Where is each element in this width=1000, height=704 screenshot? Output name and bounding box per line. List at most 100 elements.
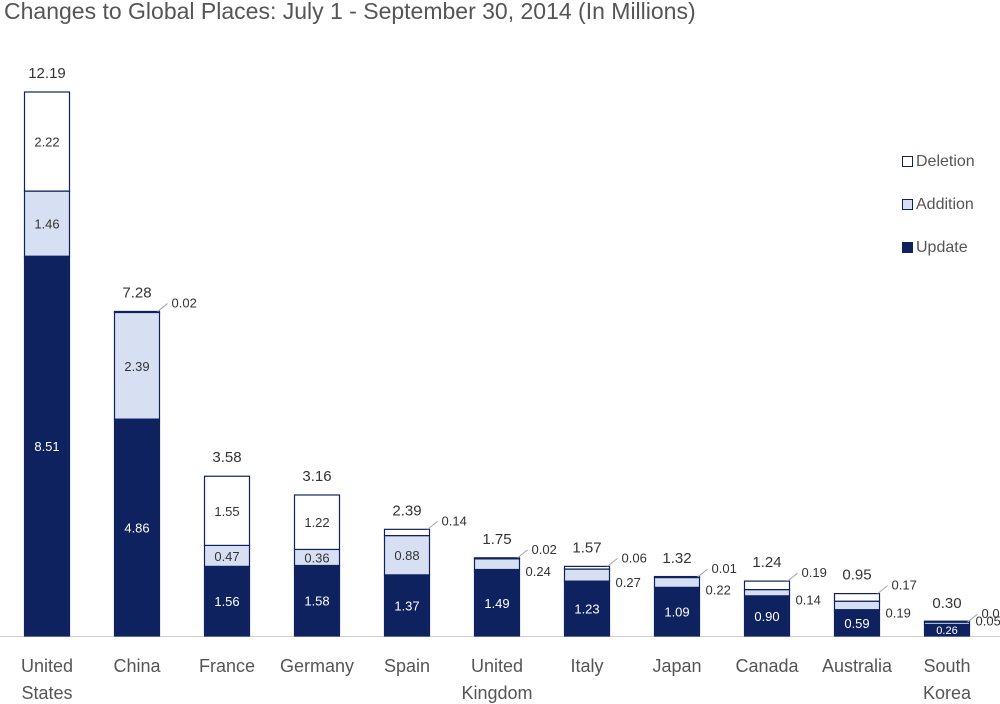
legend-swatch-addition	[902, 199, 913, 210]
bar-deletion-france	[203, 475, 251, 547]
label-update-south-korea: 0.26	[936, 625, 957, 637]
label-total-china: 7.28	[122, 285, 151, 302]
bar-update-australia	[833, 609, 881, 637]
bar-addition-china	[113, 311, 161, 420]
legend-swatch-update	[902, 242, 913, 253]
label-addition-united-kingdom: 0.24	[526, 564, 551, 579]
leader-deletion-italy	[607, 557, 618, 567]
bar-addition-canada	[743, 588, 791, 597]
bar-addition-italy	[563, 568, 611, 582]
label-update-france: 1.56	[214, 594, 239, 609]
x-tick-label-france: France	[199, 656, 255, 676]
label-update-united-states: 8.51	[34, 439, 59, 454]
x-tick-label-united-states-2: States	[21, 683, 72, 703]
label-total-south-korea: 0.30	[932, 595, 961, 612]
bar-update-germany	[293, 564, 341, 637]
legend-label-addition: Addition	[916, 195, 974, 213]
label-addition-china: 2.39	[124, 359, 149, 374]
legend-item-deletion: Deletion	[902, 140, 975, 183]
x-tick-label-germany: Germany	[280, 656, 354, 676]
legend-item-update: Update	[902, 226, 975, 269]
label-update-spain: 1.37	[394, 598, 419, 613]
x-tick-label-united-kingdom-2: Kingdom	[461, 683, 532, 703]
leader-deletion-spain	[427, 520, 438, 530]
bar-deletion-united-kingdom	[473, 557, 521, 560]
bar-update-france	[203, 565, 251, 637]
label-addition-france: 0.47	[214, 549, 239, 564]
bar-deletion-canada	[743, 580, 791, 591]
label-deletion-canada: 0.19	[802, 565, 827, 580]
label-deletion-united-states: 2.22	[34, 135, 59, 150]
label-update-italy: 1.23	[574, 602, 599, 617]
label-total-canada: 1.24	[752, 554, 781, 571]
x-tick-label-south-korea-2: Korea	[923, 683, 972, 703]
x-tick-label-canada: Canada	[735, 656, 799, 676]
bar-deletion-germany	[293, 494, 341, 551]
label-deletion-france: 1.55	[214, 504, 239, 519]
bar-update-united-kingdom	[473, 568, 521, 637]
leader-deletion-canada	[787, 572, 798, 582]
label-update-japan: 1.09	[664, 605, 689, 620]
x-tick-label-south-korea-1: South	[923, 656, 970, 676]
label-addition-japan: 0.22	[706, 582, 731, 597]
x-tick-label-italy: Italy	[570, 656, 603, 676]
label-update-germany: 1.58	[304, 594, 329, 609]
label-deletion-japan: 0.01	[712, 561, 737, 576]
legend: Deletion Addition Update	[902, 140, 975, 269]
bar-deletion-australia	[833, 593, 881, 602]
bar-deletion-china	[113, 310, 161, 314]
x-tick-label-china: China	[113, 656, 161, 676]
bar-addition-spain	[383, 534, 431, 576]
bar-addition-united-states	[23, 190, 71, 257]
legend-label-update: Update	[916, 238, 968, 256]
legend-label-deletion: Deletion	[916, 152, 975, 170]
label-addition-united-states: 1.46	[34, 217, 59, 232]
label-total-australia: 0.95	[842, 567, 871, 584]
label-deletion-united-kingdom: 0.02	[532, 542, 557, 557]
legend-item-addition: Addition	[902, 183, 975, 226]
bar-deletion-italy	[563, 565, 611, 570]
bar-update-italy	[563, 580, 611, 637]
label-deletion-germany: 1.22	[304, 515, 329, 530]
leader-deletion-japan	[697, 568, 708, 578]
label-deletion-south-korea: 0.00	[982, 606, 1000, 621]
bar-update-united-states	[23, 255, 71, 637]
label-deletion-spain: 0.14	[442, 513, 467, 528]
bar-deletion-south-korea	[923, 620, 971, 623]
chart-title: Changes to Global Places: July 1 - Septe…	[4, 0, 696, 24]
label-update-china: 4.86	[124, 521, 149, 536]
label-total-japan: 1.32	[662, 550, 691, 567]
x-tick-label-united-kingdom-1: United	[471, 656, 523, 676]
label-update-australia: 0.59	[844, 616, 869, 631]
x-tick-label-spain: Spain	[384, 656, 430, 676]
label-deletion-italy: 0.06	[622, 550, 647, 565]
leader-deletion-china	[157, 303, 168, 312]
bar-update-spain	[383, 574, 431, 637]
x-tick-label-japan: Japan	[652, 656, 701, 676]
label-total-spain: 2.39	[392, 502, 421, 519]
label-update-canada: 0.90	[754, 609, 779, 624]
bar-deletion-united-states	[23, 91, 71, 192]
label-addition-spain: 0.88	[394, 548, 419, 563]
label-total-germany: 3.16	[302, 468, 331, 485]
leader-deletion-australia	[877, 585, 888, 594]
label-total-united-kingdom: 1.75	[482, 531, 511, 548]
leader-deletion-united-kingdom	[517, 549, 528, 559]
bar-addition-australia	[833, 600, 881, 611]
bar-addition-japan	[653, 576, 701, 588]
bar-addition-united-kingdom	[473, 558, 521, 571]
label-deletion-china: 0.02	[172, 296, 197, 311]
label-deletion-australia: 0.17	[892, 578, 917, 593]
label-addition-australia: 0.19	[886, 605, 911, 620]
label-total-italy: 1.57	[572, 539, 601, 556]
label-total-united-states: 12.19	[28, 65, 66, 82]
legend-swatch-deletion	[902, 156, 913, 167]
bar-deletion-japan	[653, 575, 701, 579]
label-update-united-kingdom: 1.49	[484, 596, 509, 611]
label-total-france: 3.58	[212, 449, 241, 466]
bar-deletion-spain	[383, 528, 431, 537]
x-tick-label-australia: Australia	[822, 656, 893, 676]
x-tick-label-united-states-1: United	[21, 656, 73, 676]
bar-update-china	[113, 418, 161, 637]
